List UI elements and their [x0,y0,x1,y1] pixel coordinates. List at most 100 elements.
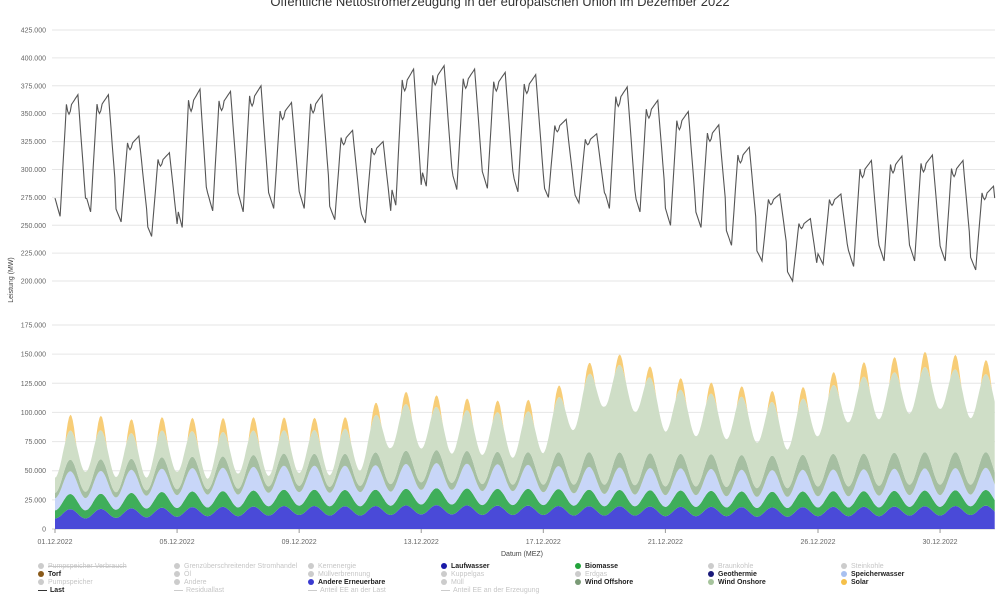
legend-label: Geothermie [718,571,757,578]
legend-line-marker [308,589,317,591]
legend-item[interactable]: Geothermie [708,571,757,579]
legend-item[interactable]: Kuppelgas [441,571,484,579]
legend-dot-marker [38,571,44,578]
legend-item[interactable]: Öl [174,571,191,579]
legend-item[interactable]: Torf [38,571,61,579]
x-tick-label: 05.12.2022 [160,539,195,546]
x-tick-label: 01.12.2022 [37,539,72,546]
legend-label: Kuppelgas [451,571,485,578]
area-wind-onshore [55,364,995,493]
upper-y-tick-label: 350.000 [21,111,46,118]
legend-label: Öl [184,571,191,578]
area-wind-offshore [55,450,995,499]
legend-dot-marker [575,571,581,578]
legend-label: Erdgas [585,571,608,578]
lower-y-tick-label: 150.000 [21,352,46,359]
load-line[interactable] [54,64,996,283]
legend-item[interactable]: Anteil EE an der Erzeugung [441,587,539,595]
legend-label: Solar [851,579,869,586]
upper-y-tick-label: 425.000 [21,28,46,35]
x-tick-label: 09.12.2022 [282,539,317,546]
x-tick-label: 17.12.2022 [526,539,561,546]
legend-dot-marker [308,579,314,586]
upper-y-tick-label: 400.000 [21,55,46,62]
upper-y-tick-label: 375.000 [21,83,46,90]
legend-item[interactable]: Speicherwasser [841,571,904,579]
lower-y-tick-label: 100.000 [21,410,46,417]
legend-label: Anteil EE an der Erzeugung [453,587,540,594]
upper-y-tick-label: 275.000 [21,195,46,202]
legend-item[interactable]: Last [38,587,64,595]
legend-dot-marker [441,579,447,586]
legend-label: Steinkohle [851,563,884,570]
lower-y-tick-label: 125.000 [21,381,46,388]
y-axis-ticks: 200.000 225.000 250.000 275.000 300.000 325.0… [21,28,46,534]
x-tick-label: 21.12.2022 [648,539,683,546]
legend-item[interactable]: Kernenergie [308,563,356,571]
legend-label: Wind Offshore [585,579,634,586]
legend-item[interactable]: Pumpspeicher Verbrauch [38,563,127,571]
legend-label: Andere [184,579,207,586]
x-tick-label: 30.12.2022 [923,539,958,546]
x-tick-label: 26.12.2022 [800,539,835,546]
legend-dot-marker [575,579,581,586]
legend-item[interactable]: Biomasse [575,563,618,571]
legend-line-marker [441,589,450,591]
legend-item[interactable]: Pumpspeicher [38,579,93,587]
legend-label: Wind Onshore [718,579,766,586]
legend-dot-marker [441,563,447,570]
x-axis-label: Datum (MEZ) [501,551,543,558]
lower-y-tick-label: 50.000 [25,468,47,475]
legend-item[interactable]: Müllverbrennung [308,571,370,579]
chart-title: Öffentliche Nettostromerzeugung in der e… [270,0,730,9]
legend-dot-marker [841,563,847,570]
legend-label: Müllverbrennung [318,571,371,578]
area-speicherwasser [55,463,995,511]
legend-item[interactable]: Erdgas [575,571,607,579]
legend-label: Anteil EE an der Last [320,587,386,594]
legend-label: Pumpspeicher [48,579,93,586]
legend-item[interactable]: Wind Offshore [575,579,633,587]
legend-item[interactable]: Müll [441,579,464,587]
legend-item[interactable]: Steinkohle [841,563,884,571]
legend-line-marker [38,589,47,591]
legend-item[interactable]: Andere Erneuerbare [308,579,385,587]
legend-item[interactable]: Solar [841,579,869,587]
legend-item[interactable]: Braunkohle [708,563,753,571]
legend-dot-marker [174,579,180,586]
upper-y-tick-label: 250.000 [21,223,46,230]
legend-dot-marker [174,563,180,570]
legend-label: Pumpspeicher Verbrauch [48,563,127,570]
legend-item[interactable]: Laufwasser [441,563,490,571]
legend-label: Grenzüberschreitender Stromhandel [184,563,298,570]
legend-dot-marker [441,571,447,578]
legend-item[interactable]: Anteil EE an der Last [308,587,386,595]
area-solar [55,351,995,479]
legend-label: Torf [48,571,62,578]
legend-dot-marker [38,563,44,570]
series-last-line [54,64,996,283]
legend-dot-marker [841,579,847,586]
legend-item[interactable]: Andere [174,579,207,587]
legend-item[interactable]: Wind Onshore [708,579,766,587]
generation-areas[interactable] [55,351,995,529]
lower-y-tick-label: 0 [42,527,46,534]
legend-label: Kernenergie [318,563,357,570]
legend-label: Biomasse [585,563,619,570]
legend-label: Residuallast [186,587,225,594]
legend-label: Laufwasser [451,563,490,570]
legend-label: Last [50,587,65,594]
legend-dot-marker [308,571,314,578]
x-axis-ticks: 01.12.2022 05.12.2022 09.12.2022 13.12.2022… [37,529,958,546]
upper-y-tick-label: 325.000 [21,139,46,146]
x-tick-label: 13.12.2022 [404,539,439,546]
legend-dot-marker [708,579,714,586]
upper-y-tick-label: 200.000 [21,279,46,286]
upper-y-tick-label: 225.000 [21,251,46,258]
legend-item[interactable]: Grenzüberschreitender Stromhandel [174,563,297,571]
legend-dot-marker [841,571,847,578]
legend-item[interactable]: Residuallast [174,587,224,595]
legend-dot-marker [708,571,714,578]
area-biomasse-laufwasser [55,488,995,519]
legend-dot-marker [174,571,180,578]
